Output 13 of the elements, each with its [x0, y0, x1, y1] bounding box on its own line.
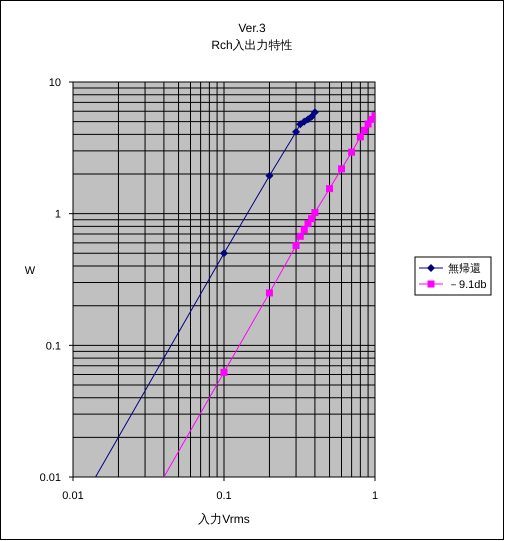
y-tick-label: 1: [54, 208, 61, 221]
x-axis-title: 入力Vrms: [198, 512, 250, 526]
legend-label: 無帰還: [448, 263, 481, 275]
chart-title: Ver.3: [238, 21, 266, 35]
chart-subtitle: Rch入出力特性: [211, 38, 293, 52]
y-tick-label: 0.1: [46, 340, 61, 352]
y-tick-label: 0.01: [40, 472, 61, 484]
x-tick-label: 1: [372, 490, 378, 502]
legend-label: －9.1db: [448, 279, 487, 291]
x-tick-label: 0.1: [216, 490, 232, 502]
y-axis-title: W: [24, 265, 36, 277]
x-tick-label: 0.01: [62, 490, 84, 502]
y-tick-label: 10: [48, 77, 61, 89]
